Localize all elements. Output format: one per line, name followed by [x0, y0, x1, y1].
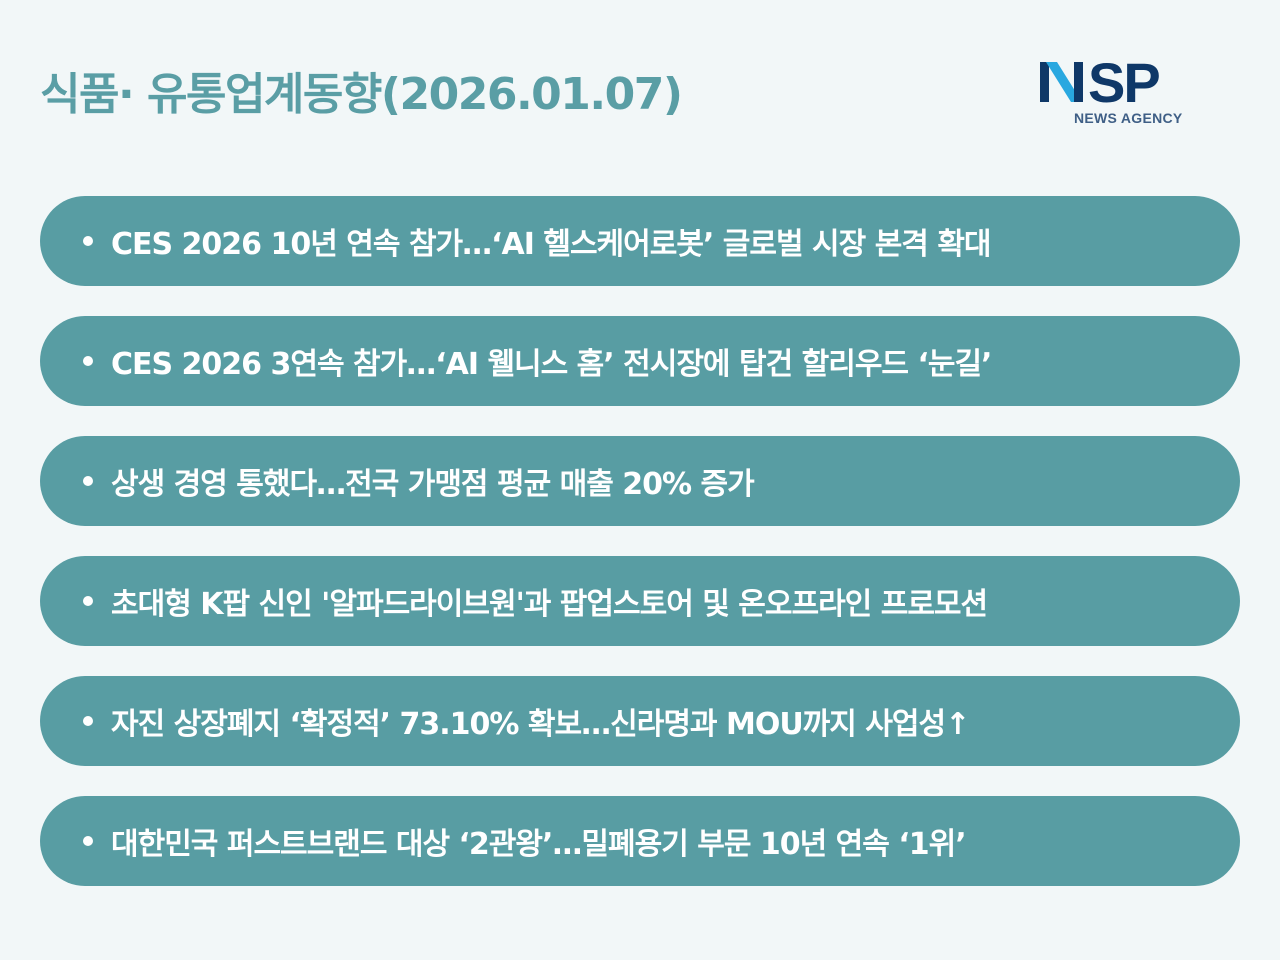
headline-item[interactable]: 자진 상장폐지 ‘확정적’ 73.10% 확보…신라명과 MOU까지 사업성↑ — [40, 676, 1240, 766]
headline-text: CES 2026 3연속 참가…‘AI 웰니스 홈’ 전시장에 탑건 할리우드 … — [111, 347, 992, 382]
headline-item[interactable]: CES 2026 10년 연속 참가…‘AI 헬스케어로봇’ 글로벌 시장 본격… — [40, 196, 1240, 286]
nsp-logo: SP NEWS AGENCY — [1040, 51, 1240, 130]
headline-item[interactable]: CES 2026 3연속 참가…‘AI 웰니스 홈’ 전시장에 탑건 할리우드 … — [40, 316, 1240, 406]
nsp-logo-mark: SP — [1040, 51, 1161, 114]
headline-text: 상생 경영 통했다…전국 가맹점 평균 매출 20% 증가 — [111, 467, 755, 502]
headline-item[interactable]: 대한민국 퍼스트브랜드 대상 ‘2관왕’…밀폐용기 부문 10년 연속 ‘1위’ — [40, 796, 1240, 886]
bullet-icon — [83, 596, 93, 606]
logo-subtitle: NEWS AGENCY — [1074, 110, 1183, 126]
headline-text: CES 2026 10년 연속 참가…‘AI 헬스케어로봇’ 글로벌 시장 본격… — [111, 227, 992, 262]
headline-text: 자진 상장폐지 ‘확정적’ 73.10% 확보…신라명과 MOU까지 사업성↑ — [111, 707, 970, 742]
headline-text: 대한민국 퍼스트브랜드 대상 ‘2관왕’…밀폐용기 부문 10년 연속 ‘1위’ — [111, 827, 967, 862]
bullet-icon — [83, 476, 93, 486]
headline-item[interactable]: 상생 경영 통했다…전국 가맹점 평균 매출 20% 증가 — [40, 436, 1240, 526]
bullet-icon — [83, 236, 93, 246]
headline-text: 초대형 K팝 신인 '알파드라이브원'과 팝업스토어 및 온오프라인 프로모션 — [111, 587, 988, 622]
bullet-icon — [83, 356, 93, 366]
page-title: 식품· 유통업계동향(2026.01.07) — [40, 69, 683, 120]
svg-text:SP: SP — [1088, 58, 1159, 108]
headline-list: CES 2026 10년 연속 참가…‘AI 헬스케어로봇’ 글로벌 시장 본격… — [40, 196, 1240, 916]
bullet-icon — [83, 836, 93, 846]
headline-item[interactable]: 초대형 K팝 신인 '알파드라이브원'과 팝업스토어 및 온오프라인 프로모션 — [40, 556, 1240, 646]
bullet-icon — [83, 716, 93, 726]
